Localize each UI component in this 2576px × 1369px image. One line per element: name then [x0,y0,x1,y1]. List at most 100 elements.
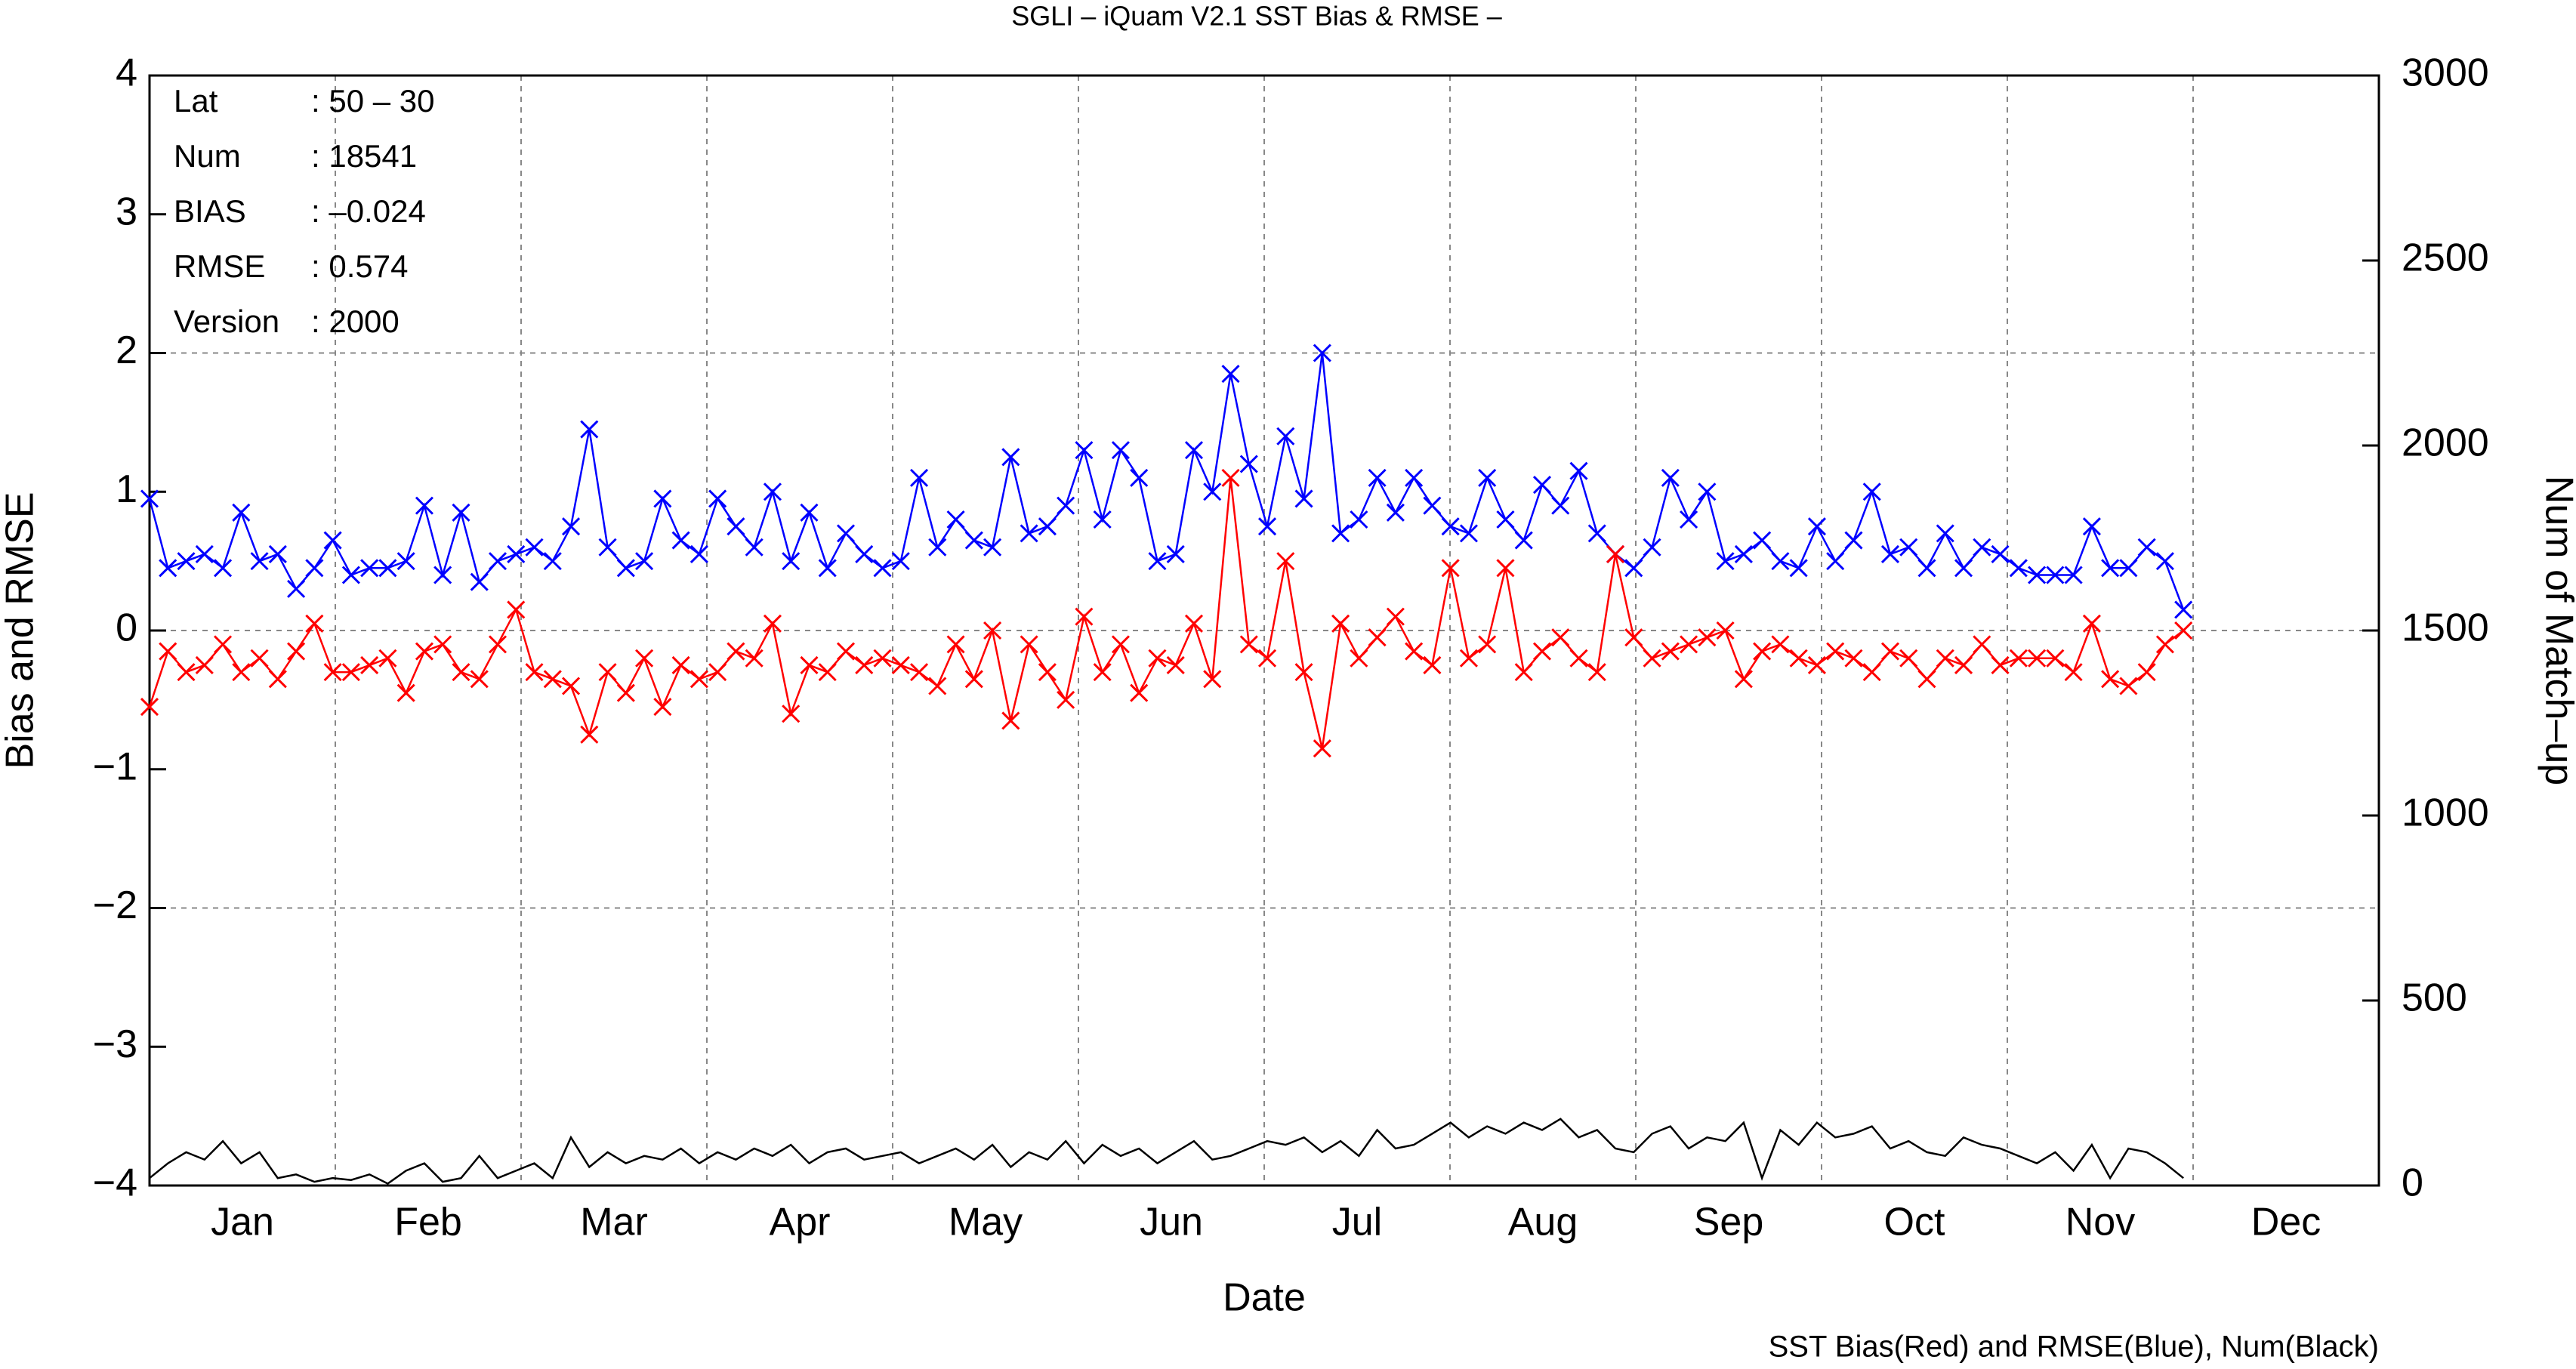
point-marker [2174,600,2193,619]
point-marker [1294,489,1313,508]
point-marker [708,663,727,682]
point-marker [1313,344,1331,362]
point-marker [1587,663,1606,682]
point-marker [1203,670,1222,689]
point-marker [2082,517,2101,536]
point-marker [1001,448,1020,467]
point-marker [1643,538,1661,557]
point-marker [452,663,470,682]
point-marker [1496,559,1515,578]
point-marker [1276,427,1295,446]
y2-tick-label: 500 [2402,976,2467,1020]
stat-value: : –0.024 [311,193,426,229]
point-marker [1991,544,2010,563]
point-marker [2028,566,2047,584]
point-marker [1386,607,1405,626]
point-marker [1624,559,1643,578]
x-tick-label: Oct [1884,1201,1945,1244]
x-axis-label: Date [1223,1276,1306,1320]
point-marker [1734,544,1753,563]
point-marker [488,552,507,571]
point-marker [232,663,251,682]
point-marker [928,677,947,695]
series-line [149,1118,2184,1185]
point-marker [800,655,819,674]
point-marker [1166,655,1185,674]
y-tick-label: 0 [116,606,137,650]
point-marker [1478,635,1497,654]
point-marker [909,468,929,487]
point-marker [1661,468,1680,487]
point-marker [1587,524,1606,543]
point-marker [1386,503,1405,522]
point-marker [2137,538,2156,557]
point-marker [525,663,544,682]
point-marker [1221,468,1240,487]
point-marker [250,649,269,668]
point-marker [727,642,745,661]
point-marker [140,489,159,508]
y2-tick-label: 2500 [2402,236,2489,280]
point-marker [1954,559,1973,578]
point-marker [1184,614,1204,633]
point-marker [671,531,690,550]
point-marker [1331,614,1350,633]
x-tick-label: Dec [2251,1201,2321,1244]
point-marker [635,649,654,668]
point-marker [782,705,801,723]
point-marker [1698,483,1717,501]
point-marker [598,538,617,557]
point-marker [470,670,489,689]
point-marker [1203,483,1222,501]
y2-axis-label: Num of Match–up [2537,476,2576,785]
stat-label: Lat [174,83,218,119]
point-marker [1478,468,1497,487]
point-marker [1459,649,1479,668]
stat-label: RMSE [174,248,265,284]
point-marker [1057,496,1075,515]
point-marker [268,670,287,689]
point-marker [1771,552,1790,571]
point-marker [2064,663,2083,682]
point-marker [159,642,177,661]
point-marker [470,572,489,591]
point-marker [1459,524,1479,543]
point-marker [341,663,360,682]
point-marker [1569,649,1588,668]
point-marker [1001,711,1020,730]
x-tick-label: Nov [2065,1201,2135,1244]
point-marker [396,683,415,702]
stat-value: : 2000 [311,304,400,339]
point-marker [1826,552,1845,571]
x-tick-label: Mar [580,1201,648,1244]
point-marker [1880,544,1900,563]
point-marker [1532,476,1552,495]
point-marker [2082,614,2101,633]
point-marker [616,559,635,578]
point-marker [1826,642,1845,661]
point-marker [525,538,544,557]
x-tick-label: Jul [1332,1201,1382,1244]
point-marker [855,655,874,674]
point-marker [1917,559,1936,578]
x-tick-label: Jan [211,1201,274,1244]
point-marker [1954,655,1973,674]
point-marker [1807,517,1826,536]
point-marker [1276,552,1295,571]
point-marker [1789,649,1808,668]
y2-tick-label: 3000 [2402,51,2489,95]
point-marker [928,538,947,557]
y2-tick-label: 0 [2402,1161,2423,1205]
point-marker [1130,683,1149,702]
point-marker [1221,365,1240,384]
point-marker [1423,496,1442,515]
x-tick-label: Sep [1694,1201,1764,1244]
point-marker [195,655,214,674]
point-marker [653,698,672,717]
point-marker [1606,544,1625,563]
point-marker [1936,524,1954,543]
y-tick-label: −4 [93,1161,137,1205]
point-marker [543,552,562,571]
point-marker [1075,607,1094,626]
